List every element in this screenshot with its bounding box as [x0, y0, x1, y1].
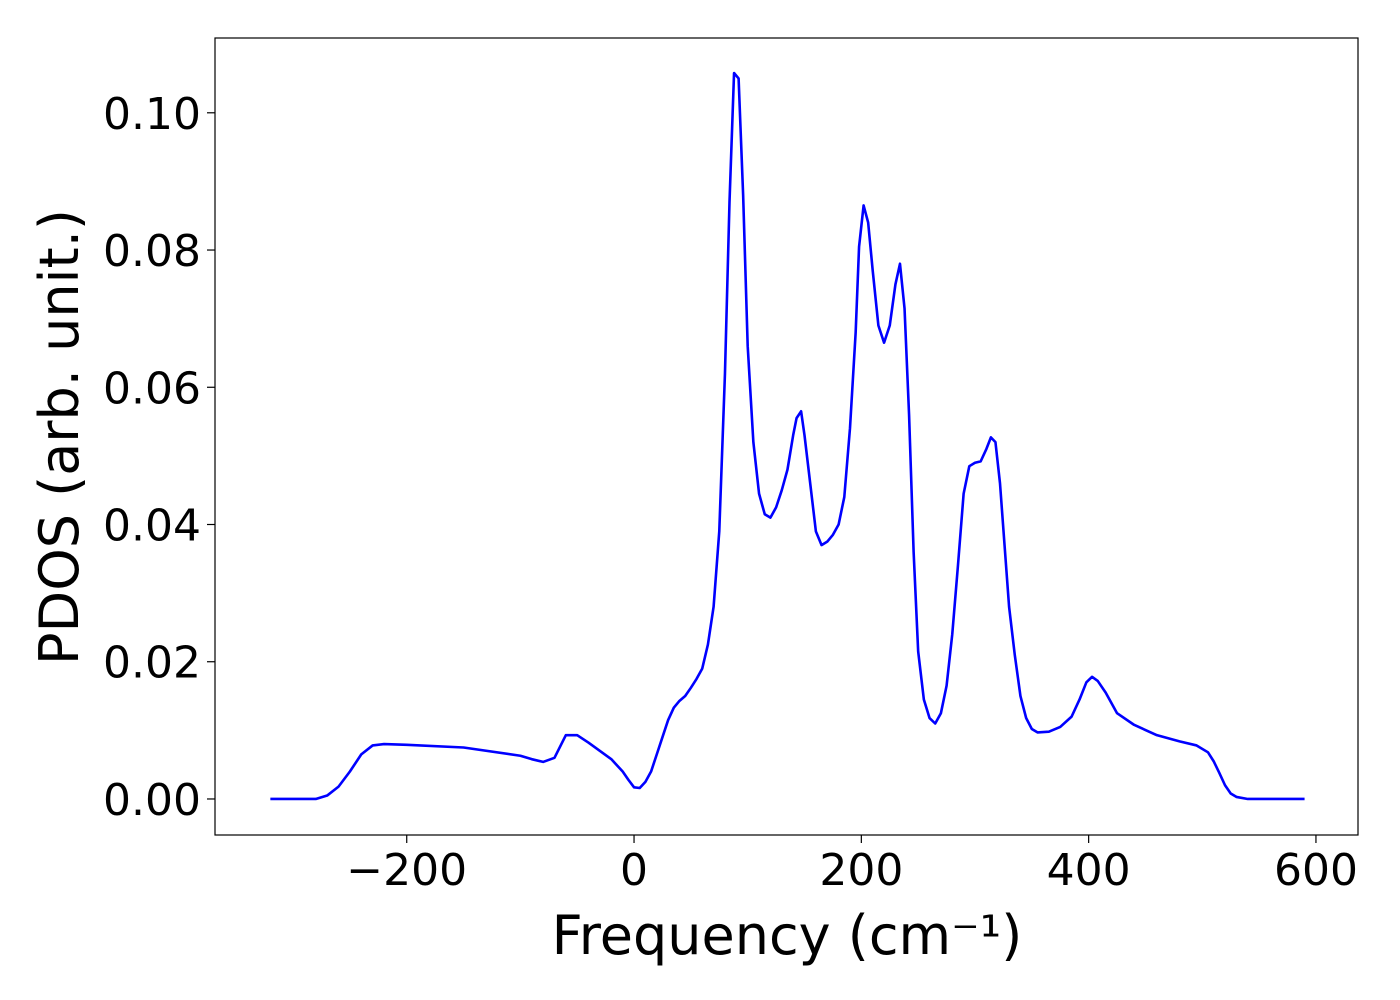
x-tick-label: 200 [819, 845, 903, 896]
y-tick-label: 0.06 [103, 363, 201, 414]
x-axis-label: Frequency (cm⁻¹) [552, 904, 1023, 967]
x-tick-label: 600 [1274, 845, 1358, 896]
y-tick-label: 0.08 [103, 226, 201, 277]
y-axis-label: PDOS (arb. unit.) [28, 209, 91, 665]
y-tick-label: 0.00 [103, 775, 201, 826]
plot-frame [214, 37, 1359, 836]
x-tick-label: 400 [1047, 845, 1131, 896]
y-tick-label: 0.02 [103, 638, 201, 689]
y-tick-label: 0.10 [103, 89, 201, 140]
y-tick-label: 0.04 [103, 501, 201, 552]
x-tick-label: 0 [620, 845, 648, 896]
x-tick-label: −200 [346, 845, 467, 896]
pdos-line [270, 71, 1305, 801]
